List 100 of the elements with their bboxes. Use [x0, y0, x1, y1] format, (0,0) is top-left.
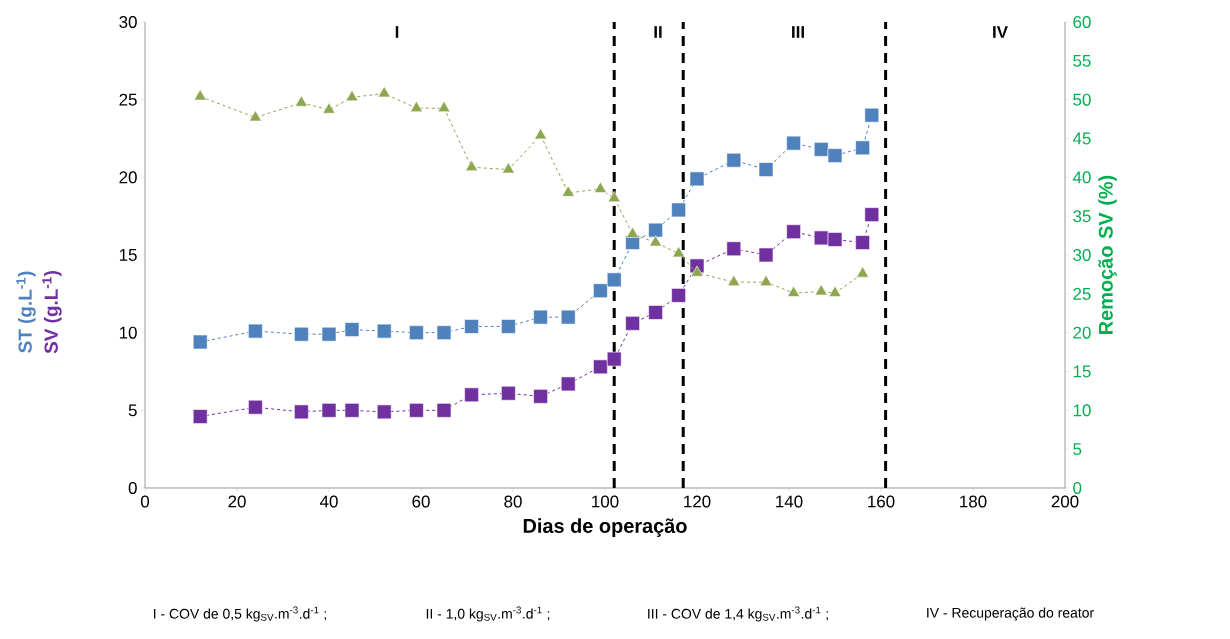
y-tick-label: 10: [119, 326, 137, 339]
y2-axis-title: Remoção SV (%): [1098, 175, 1117, 334]
point: [855, 140, 870, 156]
point: [828, 285, 842, 297]
point: [786, 224, 801, 239]
point: [813, 142, 829, 157]
point: [249, 110, 262, 122]
point: [501, 385, 516, 401]
x-tick-label: 120: [684, 495, 711, 508]
point: [321, 326, 337, 342]
y2-tick-label: 50: [1073, 93, 1091, 106]
point: [626, 226, 639, 238]
x-tick-label: 40: [319, 495, 338, 508]
point: [827, 148, 843, 163]
annotation: II: [654, 26, 662, 38]
point: [855, 235, 870, 250]
x-tick-label: 60: [412, 495, 430, 508]
text: II - 1,0 kg$_{SV}$.m$^{-3}$.d$^{-1}$ ;: [426, 606, 550, 622]
y2-tick-label: 10: [1073, 404, 1091, 417]
point: [344, 322, 360, 337]
x-tick-label: 20: [228, 495, 246, 508]
point: [625, 316, 640, 331]
y2-tick-label: 15: [1073, 365, 1091, 378]
annotation: III: [792, 26, 804, 38]
text: III - COV de 1,4 kg$_{SV}$.m$^{-3}$.d$^{-1}$ ;: [648, 606, 828, 622]
point: [726, 152, 742, 168]
point: [248, 399, 263, 415]
point: [410, 100, 423, 113]
x-tick-label: 0: [140, 495, 150, 508]
y2-tick-label: 60: [1073, 16, 1091, 28]
point: [464, 319, 479, 334]
point: [192, 409, 208, 424]
point: [827, 232, 843, 247]
point: [248, 323, 263, 339]
x-tick-label: 80: [504, 495, 522, 508]
point: [606, 272, 622, 288]
point: [606, 351, 622, 367]
y2-tick-label: 30: [1073, 249, 1091, 261]
x-tick-label: 200: [1051, 495, 1079, 508]
y2-tick-label: 40: [1072, 171, 1091, 184]
x-tick-label: 100: [592, 495, 619, 508]
point: [864, 207, 880, 222]
point: [560, 309, 576, 325]
point: [671, 202, 686, 218]
point: [864, 107, 880, 123]
point: [294, 404, 309, 420]
point: [759, 274, 773, 286]
y2-tick-label: 45: [1072, 132, 1091, 145]
x-tick-label: 180: [960, 495, 987, 508]
x-tick-label: 160: [868, 495, 895, 508]
point: [533, 389, 548, 404]
point: [295, 95, 308, 107]
y-tick-label: 20: [119, 171, 137, 184]
point: [437, 100, 451, 113]
point: [409, 403, 424, 418]
y2-tick-label: 0: [1073, 482, 1082, 494]
y2-tick-label: 5: [1073, 443, 1082, 456]
point: [787, 285, 800, 297]
y2-tick-label: 25: [1073, 287, 1091, 300]
point: [758, 247, 774, 263]
point: [436, 403, 452, 418]
point: [758, 162, 774, 177]
point: [465, 159, 478, 172]
point: [593, 359, 608, 375]
text: IV - Recuperação do reator: [927, 607, 1094, 621]
point: [690, 265, 704, 277]
y2-tick-label: 55: [1073, 54, 1091, 67]
point: [321, 403, 337, 418]
point: [671, 288, 686, 303]
y2-tick-label: 20: [1073, 326, 1091, 339]
point: [534, 128, 547, 140]
point: [464, 387, 479, 403]
text: I - COV de 0,5 kg$_{SV}$.m$^{-3}$.d$^{-1}$ ;: [154, 606, 327, 622]
point: [533, 309, 548, 325]
point: [561, 185, 575, 197]
point: [594, 181, 607, 193]
point: [501, 319, 516, 334]
y-tick-label: 25: [119, 93, 137, 106]
point: [649, 235, 662, 247]
point: [322, 102, 336, 114]
annotation: I: [395, 26, 399, 38]
point: [409, 325, 424, 340]
point: [814, 284, 828, 296]
point: [813, 230, 829, 246]
point: [192, 334, 208, 350]
x-axis-title: Dias de operação: [523, 518, 687, 537]
point: [193, 89, 207, 101]
point: [593, 283, 608, 299]
point: [727, 274, 741, 286]
point: [726, 241, 742, 257]
x-tick-label: 140: [776, 495, 803, 508]
point: [786, 135, 801, 151]
point: [856, 266, 869, 278]
point: [345, 90, 359, 102]
y-tick-label: 0: [128, 482, 137, 494]
point: [294, 326, 309, 342]
y-tick-label: 30: [119, 15, 137, 28]
point: [377, 86, 391, 98]
point: [376, 323, 392, 339]
point: [648, 305, 663, 320]
